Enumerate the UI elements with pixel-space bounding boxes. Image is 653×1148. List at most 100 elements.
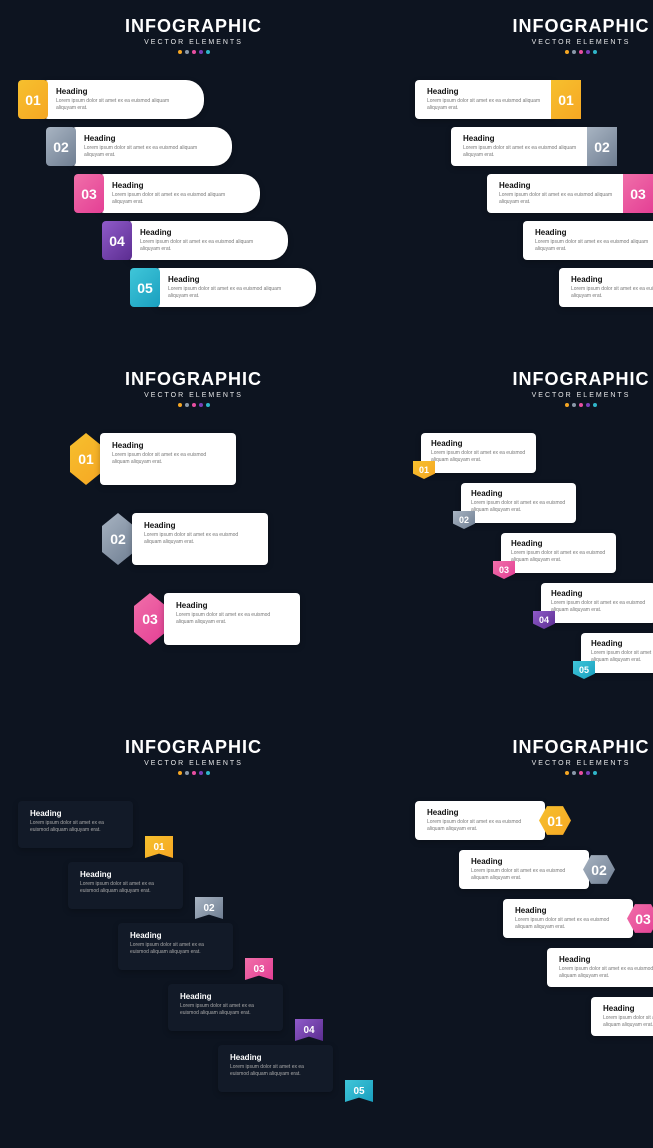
dot [199,771,203,775]
item-heading: Heading [471,857,577,866]
item-heading: Heading [56,87,190,96]
item-row: HeadingLorem ipsum dolor sit amet ex ea … [415,80,581,119]
dot [565,771,569,775]
item-row: HeadingLorem ipsum dolor sit amet ex ea … [523,221,653,260]
item-row: HeadingLorem ipsum dolor sit amet ex ea … [218,1045,369,1092]
dot [579,403,583,407]
number-badge: 03 [245,958,273,980]
item-row: 01HeadingLorem ipsum dolor sit amet ex e… [18,80,204,119]
item-heading: Heading [168,275,302,284]
item-number: 05 [579,665,589,675]
item-body: Lorem ipsum dolor sit amet ex ea euismod… [130,942,221,956]
dots [18,771,369,775]
item-body: Lorem ipsum dolor sit amet ex ea euismod… [471,868,577,882]
item-number: 05 [353,1086,364,1097]
item-card: HeadingLorem ipsum dolor sit amet ex ea … [168,984,283,1031]
item-body: Lorem ipsum dolor sit amet ex ea euismod… [535,239,651,253]
dot [185,771,189,775]
panel-subtitle: VECTOR ELEMENTS [18,39,369,46]
item-body: Lorem ipsum dolor sit amet ex ea euismod… [230,1064,321,1078]
item-heading: Heading [130,931,221,940]
items: Heading Lorem ipsum dolor sit amet ex ea … [415,801,653,1036]
item-number: 05 [137,280,153,296]
dot [192,771,196,775]
item-row: HeadingLorem ipsum dolor sit amet ex ea … [581,633,653,673]
dot [565,403,569,407]
item-card: HeadingLorem ipsum dolor sit amet ex ea … [503,899,633,938]
number-badge: 03 [493,561,515,579]
dot [199,403,203,407]
dot [572,50,576,54]
item-card: HeadingLorem ipsum dolor sit amet ex ea … [18,801,133,848]
item-body: Lorem ipsum dolor sit amet ex ea euismod… [603,1015,653,1029]
item-body: Lorem ipsum dolor sit amet ex ea euismod… [559,966,653,980]
item-heading: Heading [431,439,526,448]
item-row: HeadingLorem ipsum dolor sit amet ex ea … [501,533,652,573]
item-heading: Heading [515,906,621,915]
item-body: Lorem ipsum dolor sit amet ex ea euismod… [511,550,606,564]
item-body: Lorem ipsum dolor sit amet ex ea euismod… [499,192,615,206]
item-heading: Heading [80,870,171,879]
item-row: HeadingLorem ipsum dolor sit amet ex ea … [415,801,571,840]
item-body: Lorem ipsum dolor sit amet ex ea euismod… [431,450,526,464]
item-body: Lorem ipsum dolor sit amet ex ea euismod… [56,98,190,112]
item-number: 02 [459,515,469,525]
number-badge: 05 [345,1080,373,1102]
dot [192,403,196,407]
number-badge: 05 [573,661,595,679]
dots [415,403,653,407]
item-row: HeadingLorem ipsum dolor sit amet ex ea … [541,583,653,623]
item-heading: Heading [84,134,218,143]
item-card: Heading Lorem ipsum dolor sit amet ex ea … [44,80,204,119]
item-heading: Heading [112,181,246,190]
dot [572,403,576,407]
item-number: 01 [78,451,94,467]
item-card: HeadingLorem ipsum dolor sit amet ex ea … [487,174,627,213]
panel-header: INFOGRAPHICVECTOR ELEMENTS [18,737,369,775]
items: Heading Lorem ipsum dolor sit amet ex ea … [415,80,653,307]
number-badge: 01 [551,80,581,119]
item-body: Lorem ipsum dolor sit amet ex ea euismod… [471,500,566,514]
item-card: HeadingLorem ipsum dolor sit amet ex ea … [128,221,288,260]
item-row: 05HeadingLorem ipsum dolor sit amet ex e… [130,268,316,307]
item-body: Lorem ipsum dolor sit amet ex ea euismod… [427,819,533,833]
number-badge: 03 [134,593,166,645]
panel-header: INFOGRAPHIC VECTOR ELEMENTS [18,16,369,54]
item-heading: Heading [603,1004,653,1013]
dot [206,771,210,775]
dot [206,50,210,54]
panel-subtitle: VECTOR ELEMENTS [18,760,369,767]
item-card: Heading Lorem ipsum dolor sit amet ex ea … [591,997,653,1036]
item-card: HeadingLorem ipsum dolor sit amet ex ea … [164,593,300,645]
item-body: Lorem ipsum dolor sit amet ex ea euismod… [427,98,543,112]
item-number: 02 [110,531,126,547]
dot [586,771,590,775]
number-badge: 03 [74,174,104,213]
item-body: Lorem ipsum dolor sit amet ex ea euismod… [144,532,256,546]
item-body: Lorem ipsum dolor sit amet ex ea euismod… [463,145,579,159]
dot [579,50,583,54]
panel-title: INFOGRAPHIC [415,737,653,758]
dots [415,50,653,54]
dot [192,50,196,54]
item-card: HeadingLorem ipsum dolor sit amet ex ea … [72,127,232,166]
panel-grid: INFOGRAPHICVECTOR ELEMENTS01HeadingLorem… [0,12,653,1136]
item-number: 03 [253,964,264,975]
panel-title: INFOGRAPHIC [18,16,369,37]
item-card: HeadingLorem ipsum dolor sit amet ex ea … [541,583,653,623]
dots [18,50,369,54]
dot [579,771,583,775]
item-row: HeadingLorem ipsum dolor sit amet ex ea … [559,268,653,307]
item-card: HeadingLorem ipsum dolor sit amet ex ea … [461,483,576,523]
panel-header: INFOGRAPHICVECTOR ELEMENTS [415,16,653,54]
item-heading: Heading [30,809,121,818]
page: INFOGRAPHICVECTOR ELEMENTS01HeadingLorem… [0,0,653,1148]
item-heading: Heading [144,521,256,530]
item-number: 03 [81,186,97,202]
items: 01HeadingLorem ipsum dolor sit amet ex e… [18,80,369,307]
item-number: 04 [109,233,125,249]
panel-p5: INFOGRAPHICVECTOR ELEMENTSHeadingLorem i… [0,733,387,1136]
item-number: 02 [594,139,610,155]
item-heading: Heading [571,275,653,284]
item-card: HeadingLorem ipsum dolor sit amet ex ea … [218,1045,333,1092]
